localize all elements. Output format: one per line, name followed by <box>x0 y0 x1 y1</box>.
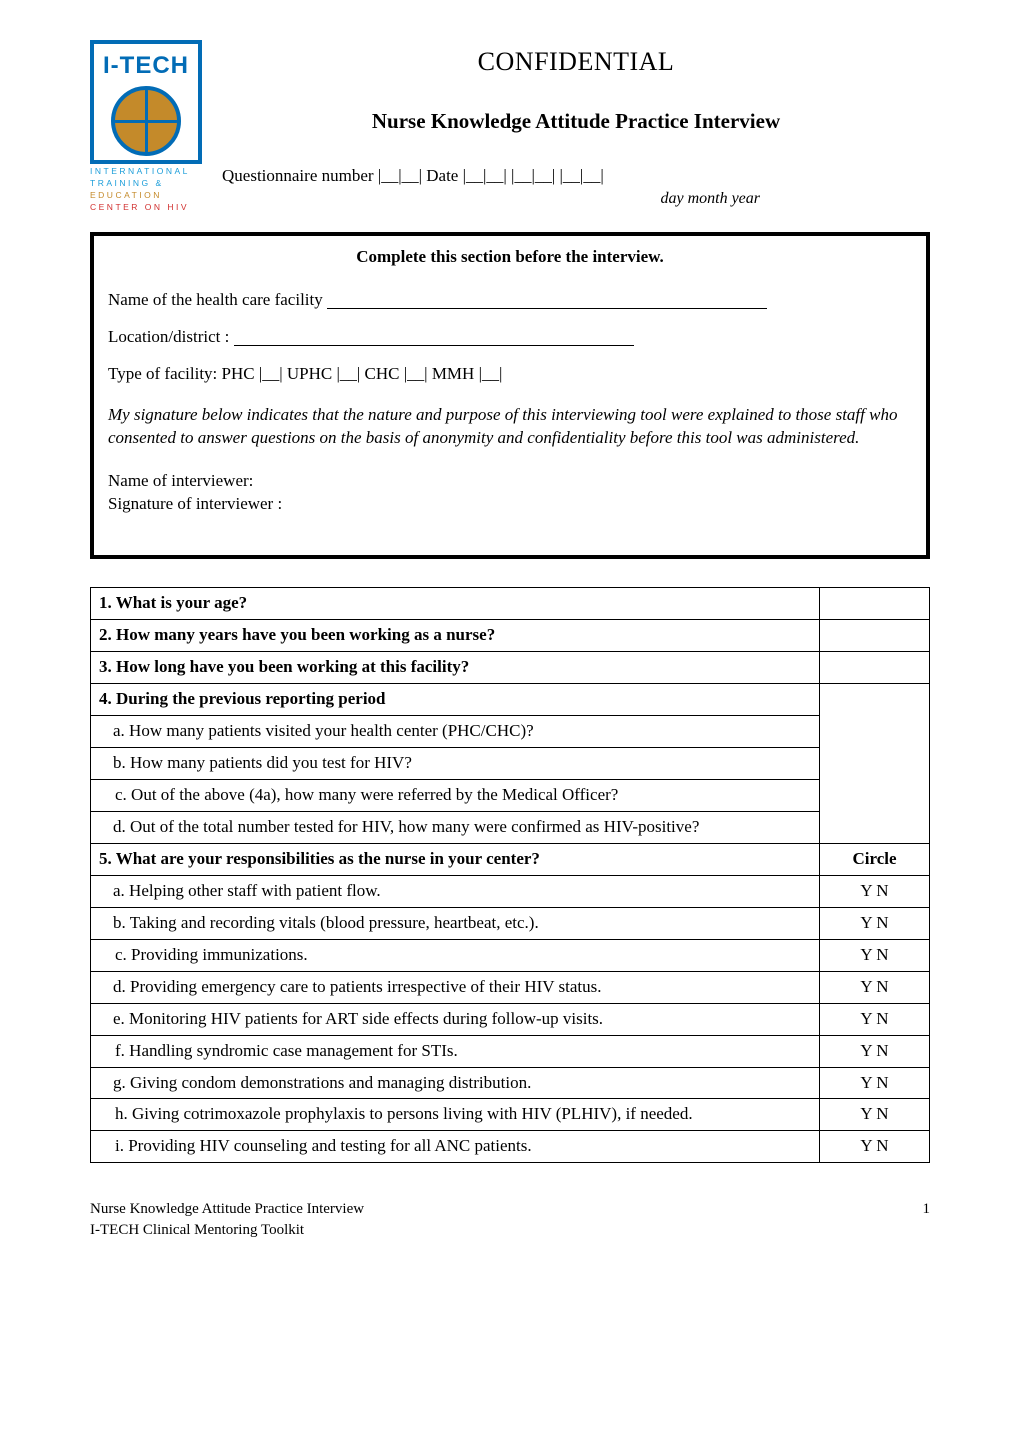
title-sub: Nurse Knowledge Attitude Practice Interv… <box>222 107 930 135</box>
title-main: CONFIDENTIAL <box>222 44 930 79</box>
q4d-row: d. Out of the total number tested for HI… <box>91 812 930 844</box>
logo-sub-3: EDUCATION <box>90 190 202 202</box>
location-field: Location/district : <box>108 326 912 349</box>
q5f-row: f. Handling syndromic case management fo… <box>91 1035 930 1067</box>
q5i-row: i. Providing HIV counseling and testing … <box>91 1131 930 1163</box>
logo-subtitle: INTERNATIONAL TRAINING & EDUCATION CENTE… <box>90 166 202 214</box>
q5a-yn[interactable]: Y N <box>820 875 930 907</box>
location-label: Location/district : <box>108 327 234 346</box>
facility-field: Name of the health care facility <box>108 289 912 312</box>
footer: Nurse Knowledge Attitude Practice Interv… <box>90 1199 930 1240</box>
q3-answer[interactable] <box>820 652 930 684</box>
q5f-yn[interactable]: Y N <box>820 1035 930 1067</box>
q5d-text: d. Providing emergency care to patients … <box>91 971 820 1003</box>
logo-sub-2: TRAINING & <box>90 178 202 190</box>
q5i-text: i. Providing HIV counseling and testing … <box>91 1131 820 1163</box>
q5a-row: a. Helping other staff with patient flow… <box>91 875 930 907</box>
q5h-yn[interactable]: Y N <box>820 1099 930 1131</box>
q5d-yn[interactable]: Y N <box>820 971 930 1003</box>
q5c-yn[interactable]: Y N <box>820 939 930 971</box>
q3-row: 3. How long have you been working at thi… <box>91 652 930 684</box>
date-labels: day month year <box>222 188 930 210</box>
facility-label: Name of the health care facility <box>108 290 327 309</box>
q2-answer[interactable] <box>820 620 930 652</box>
q4-text: 4. During the previous reporting period <box>91 684 820 716</box>
q5c-text: c. Providing immunizations. <box>91 939 820 971</box>
q1-text: 1. What is your age? <box>91 588 820 620</box>
q4b-row: b. How many patients did you test for HI… <box>91 748 930 780</box>
q5e-yn[interactable]: Y N <box>820 1003 930 1035</box>
q5e-text: e. Monitoring HIV patients for ART side … <box>91 1003 820 1035</box>
q5g-yn[interactable]: Y N <box>820 1067 930 1099</box>
interviewer-name-line: Name of interviewer: <box>108 470 912 493</box>
q4a-text: a. How many patients visited your health… <box>91 716 820 748</box>
q2-text: 2. How many years have you been working … <box>91 620 820 652</box>
consent-section-title: Complete this section before the intervi… <box>108 246 912 269</box>
q5c-row: c. Providing immunizations. Y N <box>91 939 930 971</box>
footer-page: 1 <box>923 1199 931 1240</box>
location-underline[interactable] <box>234 330 634 346</box>
q2-row: 2. How many years have you been working … <box>91 620 930 652</box>
facility-underline[interactable] <box>327 293 767 309</box>
q4-answer-block[interactable] <box>820 684 930 844</box>
logo-sub-1: INTERNATIONAL <box>90 166 202 178</box>
consent-statement: My signature below indicates that the na… <box>108 404 912 450</box>
q5h-text: h. Giving cotrimoxazole prophylaxis to p… <box>91 1099 820 1131</box>
consent-box: Complete this section before the intervi… <box>90 232 930 560</box>
q5b-text: b. Taking and recording vitals (blood pr… <box>91 907 820 939</box>
q1-row: 1. What is your age? <box>91 588 930 620</box>
header-row: I-TECH INTERNATIONAL TRAINING & EDUCATIO… <box>90 40 930 214</box>
q5-answer-header: Circle <box>820 843 930 875</box>
q5-text: 5. What are your responsibilities as the… <box>91 843 820 875</box>
q4a-row: a. How many patients visited your health… <box>91 716 930 748</box>
q5i-yn[interactable]: Y N <box>820 1131 930 1163</box>
question-table: 1. What is your age? 2. How many years h… <box>90 587 930 1163</box>
logo-sub-4: CENTER ON HIV <box>90 202 202 214</box>
globe-icon <box>111 86 181 156</box>
footer-line-1: Nurse Knowledge Attitude Practice Interv… <box>90 1199 364 1219</box>
q5g-row: g. Giving condom demonstrations and mana… <box>91 1067 930 1099</box>
q5h-row: h. Giving cotrimoxazole prophylaxis to p… <box>91 1099 930 1131</box>
questionnaire-meta: Questionnaire number |__|__| Date |__|__… <box>222 165 930 188</box>
q5e-row: e. Monitoring HIV patients for ART side … <box>91 1003 930 1035</box>
logo-text: I-TECH <box>94 50 198 82</box>
facility-type-field: Type of facility: PHC |__| UPHC |__| CHC… <box>108 363 912 386</box>
interviewer-signature-line: Signature of interviewer : <box>108 493 912 516</box>
logo-box: I-TECH <box>90 40 202 164</box>
q5d-row: d. Providing emergency care to patients … <box>91 971 930 1003</box>
q5-row: 5. What are your responsibilities as the… <box>91 843 930 875</box>
q5g-text: g. Giving condom demonstrations and mana… <box>91 1067 820 1099</box>
footer-left: Nurse Knowledge Attitude Practice Interv… <box>90 1199 364 1240</box>
q4c-row: c. Out of the above (4a), how many were … <box>91 780 930 812</box>
q3-text: 3. How long have you been working at thi… <box>91 652 820 684</box>
q5f-text: f. Handling syndromic case management fo… <box>91 1035 820 1067</box>
q4b-text: b. How many patients did you test for HI… <box>91 748 820 780</box>
q5a-text: a. Helping other staff with patient flow… <box>91 875 820 907</box>
logo-block: I-TECH INTERNATIONAL TRAINING & EDUCATIO… <box>90 40 202 214</box>
footer-line-2: I-TECH Clinical Mentoring Toolkit <box>90 1220 364 1240</box>
q4d-text: d. Out of the total number tested for HI… <box>91 812 820 844</box>
q5b-row: b. Taking and recording vitals (blood pr… <box>91 907 930 939</box>
q4c-text: c. Out of the above (4a), how many were … <box>91 780 820 812</box>
q5b-yn[interactable]: Y N <box>820 907 930 939</box>
header-text: CONFIDENTIAL Nurse Knowledge Attitude Pr… <box>222 40 930 210</box>
q1-answer[interactable] <box>820 588 930 620</box>
q4-row: 4. During the previous reporting period <box>91 684 930 716</box>
